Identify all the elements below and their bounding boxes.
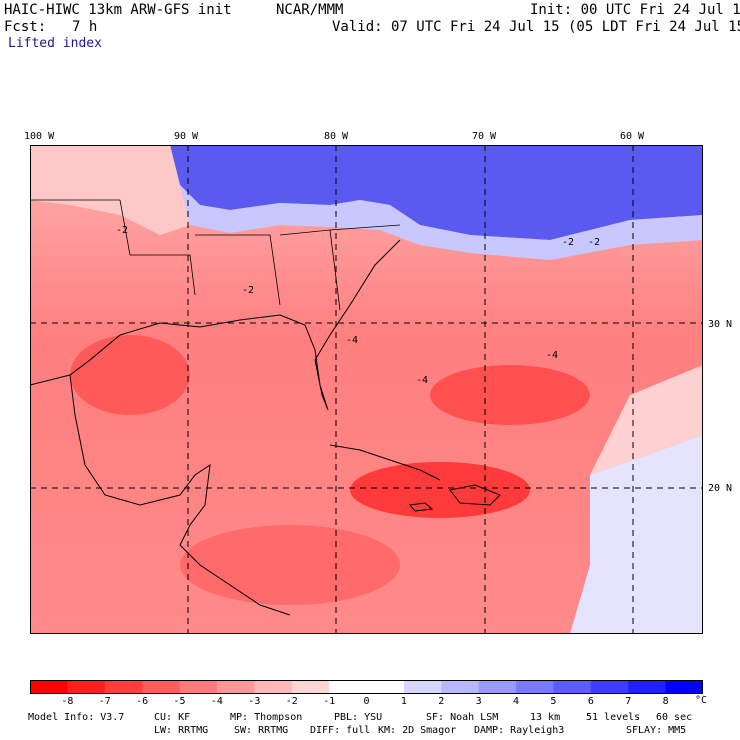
valid-time: Valid: 07 UTC Fri 24 Jul 15 (05 LDT Fri … [332, 19, 740, 35]
colorbar-tick-label: 7 [625, 696, 632, 707]
footer-item: 13 km [530, 712, 561, 723]
contour-label: -4 [546, 350, 558, 361]
lat-label-30n: 30 N [708, 319, 733, 330]
colorbar-swatch [179, 680, 218, 694]
footer-item: SF: Noah LSM [426, 712, 499, 723]
colorbar-swatch [67, 680, 106, 694]
colorbar-tick-label: 4 [513, 696, 520, 707]
colorbar-swatch [142, 680, 181, 694]
colorbar-swatch [329, 680, 367, 694]
lon-label-60w: 60 W [620, 131, 645, 142]
political-borders [30, 199, 401, 311]
lat-label-20n: 20 N [708, 483, 733, 494]
colorbar-swatch [30, 680, 68, 694]
weak-stable-band [180, 185, 703, 260]
weak-instability-se [590, 365, 703, 475]
instability-core-atlantic [430, 365, 590, 425]
colorbar-tick-label: 0 [363, 696, 370, 707]
colorbar [30, 680, 703, 694]
footer-item: DAMP: Rayleigh3 [474, 725, 565, 736]
coastline-jamaica [409, 502, 434, 512]
map-frame [30, 145, 703, 634]
footer-item: Model Info: V3.7 [28, 712, 125, 723]
colorbar-swatch [366, 680, 405, 694]
colorbar-tick-label: -5 [173, 696, 186, 707]
neutral-region-nw [30, 145, 190, 235]
colorbar-tick-label: 6 [587, 696, 594, 707]
contour-label: -2 [116, 225, 128, 236]
colorbar-swatch [665, 680, 703, 694]
colorbar-tick-label: -8 [61, 696, 74, 707]
coastline-gulf-atlantic [30, 239, 401, 411]
footer-item: 60 sec [656, 712, 693, 723]
colorbar-swatch [516, 680, 554, 694]
coastline-hispaniola [449, 484, 501, 506]
colorbar-tick-label: -3 [248, 696, 261, 707]
instability-core-gulf-west [70, 335, 190, 415]
footer-item: DIFF: full [310, 725, 371, 736]
colorbar-swatch [254, 680, 293, 694]
colorbar-tick-label: -1 [323, 696, 336, 707]
colorbar-tick-label: -2 [285, 696, 298, 707]
init-time: Init: 00 UTC Fri 24 Jul 15 [530, 2, 740, 18]
colorbar-swatch [291, 680, 330, 694]
field-name: Lifted index [8, 36, 102, 51]
footer-item: MP: Thompson [230, 712, 303, 723]
colorbar-swatch [628, 680, 667, 694]
footer-item: SW: RRTMG [234, 725, 289, 736]
lon-label-100w: 100 W [24, 131, 55, 142]
lon-label-90w: 90 W [174, 131, 199, 142]
lon-label-70w: 70 W [472, 131, 497, 142]
footer-item: SFLAY: MM5 [626, 725, 687, 736]
colorbar-tick-label: 1 [400, 696, 407, 707]
footer-item: KM: 2D Smagor [378, 725, 457, 736]
neutral-region-se [570, 435, 703, 634]
coastline-mexico-central-america [69, 374, 291, 616]
colorbar-swatch [478, 680, 517, 694]
instability-core-south [180, 525, 400, 605]
forecast-label: Fcst: [4, 19, 47, 35]
footer-item: CU: KF [154, 712, 191, 723]
colorbar-swatch [590, 680, 629, 694]
contour-label: -4 [346, 335, 358, 346]
colorbar-tick-label: 8 [662, 696, 669, 707]
colorbar-unit: °C [695, 695, 708, 706]
colorbar-swatch [553, 680, 592, 694]
contour-label: -2 [242, 285, 254, 296]
colorbar-swatch [403, 680, 442, 694]
contour-label: -4 [416, 375, 428, 386]
lon-label-80w: 80 W [324, 131, 349, 142]
lifted-index-map: -2 -2 -2 -2 -4 -4 -4 [30, 145, 703, 634]
contour-label: -2 [562, 237, 574, 248]
colorbar-swatch [104, 680, 143, 694]
instability-core-caribbean [350, 462, 530, 518]
footer-item: PBL: YSU [334, 712, 383, 723]
colorbar-tick-label: 5 [550, 696, 557, 707]
footer-item: LW: RRTMG [154, 725, 209, 736]
colorbar-tick-label: -4 [210, 696, 223, 707]
latlon-grid [30, 145, 703, 634]
center-label: NCAR/MMM [276, 2, 344, 18]
contour-label: -2 [588, 237, 600, 248]
colorbar-frame [30, 680, 703, 694]
coastline-cuba [329, 444, 441, 481]
colorbar-swatch [441, 680, 480, 694]
footer-item: 51 levels [586, 712, 641, 723]
colorbar-tick-label: 2 [438, 696, 445, 707]
forecast-hour: 7 h [72, 19, 98, 35]
colorbar-tick-label: 3 [475, 696, 482, 707]
model-title: HAIC-HIWC 13km ARW-GFS init [4, 2, 232, 18]
stable-region-north [170, 145, 703, 240]
colorbar-tick-label: -6 [136, 696, 149, 707]
colorbar-swatch [216, 680, 255, 694]
colorbar-tick-label: -7 [98, 696, 111, 707]
